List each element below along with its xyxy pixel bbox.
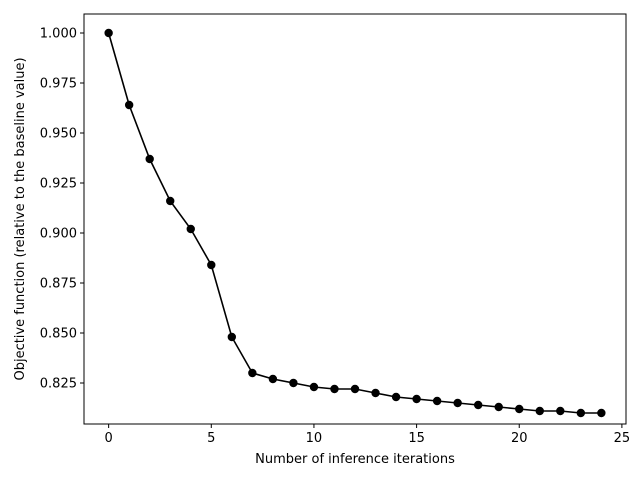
data-point bbox=[494, 402, 503, 412]
data-point bbox=[556, 406, 565, 416]
data-point bbox=[412, 394, 421, 404]
x-tick-label: 0 bbox=[104, 431, 112, 446]
data-point bbox=[145, 154, 154, 164]
data-point bbox=[453, 398, 462, 408]
data-point bbox=[207, 260, 216, 270]
data-point bbox=[371, 388, 380, 398]
data-point bbox=[473, 400, 483, 410]
data-point bbox=[227, 332, 237, 342]
data-point bbox=[597, 408, 606, 418]
x-axis-label: Number of inference iterations bbox=[255, 452, 455, 467]
data-point bbox=[515, 404, 524, 414]
plot-area bbox=[104, 28, 606, 418]
data-point bbox=[535, 406, 544, 416]
y-tick-label: 0.825 bbox=[40, 377, 77, 392]
y-tick-label: 0.900 bbox=[40, 227, 77, 242]
y-axis-label: Objective function (relative to the base… bbox=[13, 57, 28, 380]
data-point bbox=[330, 384, 339, 394]
data-point bbox=[268, 374, 278, 384]
data-point bbox=[432, 396, 442, 406]
axes-frame bbox=[83, 13, 627, 425]
x-tick-label: 20 bbox=[511, 431, 528, 446]
data-point bbox=[104, 28, 113, 38]
x-tick-label: 25 bbox=[614, 431, 631, 446]
y-tick-label: 0.925 bbox=[40, 177, 77, 192]
data-point bbox=[124, 100, 134, 110]
data-point bbox=[166, 196, 175, 206]
axis-ticks: 0 5 10 15 20 25 0.825 0.850 0.875 0.900 0.925 0.950… bbox=[40, 27, 630, 447]
y-tick-label: 1.000 bbox=[40, 27, 77, 42]
data-point bbox=[186, 224, 195, 234]
data-point bbox=[248, 368, 257, 378]
data-point bbox=[350, 384, 360, 394]
x-tick-label: 5 bbox=[207, 431, 215, 446]
x-tick-label: 15 bbox=[408, 431, 425, 446]
y-tick-label: 0.850 bbox=[40, 327, 77, 342]
data-point bbox=[289, 378, 298, 388]
y-tick-label: 0.975 bbox=[40, 77, 77, 92]
y-tick-label: 0.950 bbox=[40, 127, 77, 142]
y-tick-label: 0.875 bbox=[40, 277, 77, 292]
x-tick-label: 10 bbox=[306, 431, 323, 446]
data-point bbox=[309, 382, 319, 392]
data-point bbox=[576, 408, 586, 418]
data-point bbox=[391, 392, 401, 402]
